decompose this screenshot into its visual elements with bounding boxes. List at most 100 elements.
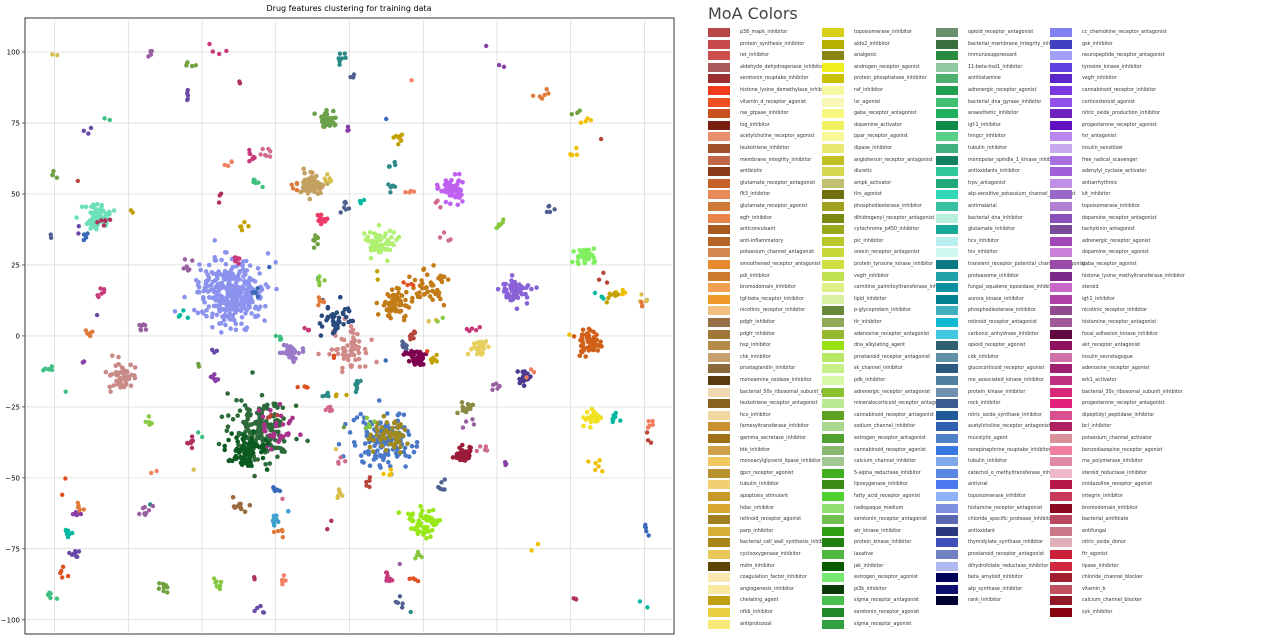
scatter-point xyxy=(336,461,341,466)
scatter-point xyxy=(375,244,380,250)
legend-swatch xyxy=(708,352,730,362)
scatter-point xyxy=(268,412,274,418)
scatter-point xyxy=(547,209,553,215)
legend-swatch xyxy=(822,526,844,536)
legend-label: hcv_inhibitor xyxy=(740,412,771,418)
scatter-point xyxy=(522,369,527,374)
legend-label: bacterial_membrane_integrity_inhibitor xyxy=(968,41,1063,47)
legend-label: ret_inhibitor xyxy=(740,53,770,59)
legend-swatch xyxy=(1050,144,1072,153)
scatter-point xyxy=(165,585,170,590)
scatter-point xyxy=(395,412,401,418)
scatter-point xyxy=(400,605,405,610)
scatter-point xyxy=(70,530,75,536)
scatter-point xyxy=(94,312,100,318)
legend-swatch xyxy=(936,329,958,339)
scatter-point xyxy=(260,443,265,449)
scatter-point xyxy=(249,441,254,447)
scatter-point xyxy=(403,313,408,319)
legend-swatch xyxy=(708,538,730,548)
scatter-point xyxy=(343,459,348,464)
legend-label: serotonin_receptor_antagonist xyxy=(854,517,928,523)
legend-swatch xyxy=(1050,399,1072,409)
scatter-point xyxy=(414,444,420,449)
legend-swatch xyxy=(708,584,730,594)
scatter-point xyxy=(443,189,449,195)
scatter-point xyxy=(386,460,391,465)
legend-swatch xyxy=(708,619,730,629)
legend-label: bacterial_cell_wall_synthesis_inhibitor xyxy=(740,540,831,546)
scatter-points xyxy=(41,41,655,615)
scatter-point xyxy=(50,52,55,57)
legend-label: pdi_inhibitor xyxy=(740,273,770,279)
scatter-point xyxy=(470,417,475,422)
scatter-point xyxy=(528,367,534,372)
scatter-point xyxy=(379,425,385,430)
scatter-point xyxy=(370,238,375,244)
legend-swatch xyxy=(1050,422,1072,432)
scatter-point xyxy=(217,299,222,304)
scatter-point xyxy=(411,336,416,341)
legend-swatch xyxy=(1050,526,1072,536)
scatter-point xyxy=(579,348,584,354)
scatter-point xyxy=(569,259,575,265)
scatter-point xyxy=(54,175,60,180)
legend-swatch xyxy=(1050,213,1072,223)
scatter-point xyxy=(452,172,458,177)
scatter-point xyxy=(107,212,112,217)
scatter-point xyxy=(395,600,401,605)
legend-swatch xyxy=(822,608,844,617)
scatter-point xyxy=(446,238,451,243)
scatter-point xyxy=(281,573,287,578)
scatter-point xyxy=(521,378,526,384)
scatter-point xyxy=(302,177,308,183)
scatter-point xyxy=(398,450,403,455)
scatter-point xyxy=(437,235,443,240)
scatter-point xyxy=(340,346,346,351)
scatter-point xyxy=(424,272,430,278)
scatter-point xyxy=(255,605,260,611)
legend-swatch xyxy=(822,86,844,95)
legend-label: cytochrome_p450_inhibitor xyxy=(854,227,920,233)
scatter-point xyxy=(593,467,598,473)
scatter-point xyxy=(332,329,337,335)
legend-label: hiv_inhibitor xyxy=(968,250,998,256)
legend-label: bacterial_30s_ribosomal_subunit_inhibito… xyxy=(1082,389,1183,395)
legend-label: rank_inhibitor xyxy=(968,598,1002,604)
scatter-point xyxy=(277,401,283,407)
scatter-point xyxy=(88,333,93,339)
legend-swatch xyxy=(936,155,958,165)
scatter-point xyxy=(411,283,416,288)
legend-swatch xyxy=(822,584,844,594)
scatter-point xyxy=(182,294,187,300)
scatter-point xyxy=(375,269,380,274)
scatter-point xyxy=(381,457,386,463)
scatter-point xyxy=(364,415,370,421)
scatter-point xyxy=(326,119,331,125)
legend-swatch xyxy=(1050,248,1072,258)
scatter-point xyxy=(402,303,408,308)
scatter-point xyxy=(519,284,524,290)
scatter-point xyxy=(394,454,400,459)
scatter-point xyxy=(249,311,254,316)
legend-swatch xyxy=(708,410,730,420)
scatter-point xyxy=(233,327,239,333)
scatter-point xyxy=(327,176,332,181)
legend-swatch xyxy=(1050,445,1072,455)
scatter-point xyxy=(613,414,618,420)
scatter-point xyxy=(354,415,360,420)
scatter-point xyxy=(325,527,330,532)
grid xyxy=(25,18,674,634)
scatter-point xyxy=(75,505,81,510)
scatter-point xyxy=(646,533,651,538)
scatter-point xyxy=(356,356,362,362)
scatter-point xyxy=(128,383,134,389)
legend-swatch xyxy=(1050,561,1072,571)
legend-label: rna_polymerase_inhibitor xyxy=(1082,459,1143,465)
scatter-point xyxy=(214,348,219,353)
legend-label: gamma_secretase_inhibitor xyxy=(740,436,807,441)
legend-label: dopamine_receptor_agonist xyxy=(1082,250,1149,256)
scatter-point xyxy=(329,518,334,523)
scatter-point xyxy=(585,249,590,255)
legend-label: tlr_inhibitor xyxy=(854,320,882,325)
